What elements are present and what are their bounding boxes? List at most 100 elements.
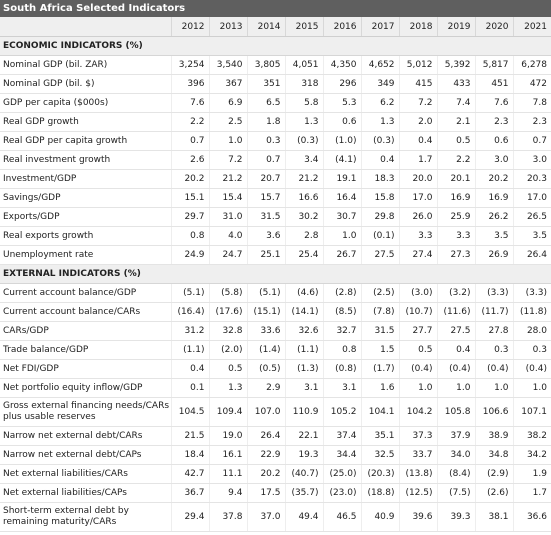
section-header-row: ECONOMIC INDICATORS (%) [0,36,551,56]
table-cell: 32.6 [284,321,323,341]
table-cell: (13.8) [398,464,437,484]
table-cell: 25.9 [436,207,475,227]
table-cell: 0.4 [170,359,209,379]
table-cell: (18.8) [360,483,399,503]
table-cell: (1.7) [360,359,399,379]
table-row: Real investment growth 2.6 7.2 0.7 3.4 (4.1) 0… [0,150,551,170]
table-cell: (7.8) [360,302,399,322]
table-cell: 3,540 [208,55,247,75]
table-cell: 27.8 [474,321,513,341]
row-label: Net external liabilities/CAPs [0,483,171,503]
row-label: Real GDP per capita growth [0,131,171,151]
table-cell: 0.5 [398,340,437,360]
table-cell: (2.5) [360,283,399,303]
table-title: South Africa Selected Indicators [0,0,551,17]
table-cell: 104.2 [398,397,437,427]
table-cell: 33.7 [398,445,437,465]
year-header: 2021 [512,17,551,37]
table-cell: 31.2 [170,321,209,341]
table-cell: 26.4 [246,426,285,446]
table-cell: 30.2 [284,207,323,227]
table-cell: (1.0) [322,131,361,151]
table-row: Short-term external debt by remaining ma… [0,502,551,532]
table-cell: 42.7 [170,464,209,484]
table-cell: 19.3 [284,445,323,465]
table-cell: 2.9 [246,378,285,398]
table-cell: 36.7 [170,483,209,503]
table-cell: 21.2 [284,169,323,189]
table-cell: 106.6 [474,397,513,427]
table-row: Real GDP growth 2.2 2.5 1.8 1.3 0.6 1.3 2.0 2.1 2… [0,112,551,132]
row-label: Nominal GDP (bil. ZAR) [0,55,171,75]
table-cell: 30.7 [322,207,361,227]
table-cell: 15.4 [208,188,247,208]
table-cell: 21.2 [208,169,247,189]
table-cell: 7.2 [208,150,247,170]
table-cell: 3.5 [474,226,513,246]
table-cell: 110.9 [284,397,323,427]
table-cell: 1.0 [398,378,437,398]
table-cell: 4,350 [322,55,361,75]
table-cell: 11.1 [208,464,247,484]
table-cell: 6.2 [360,93,399,113]
table-cell: 37.3 [398,426,437,446]
table-cell: 0.3 [246,131,285,151]
year-header: 2013 [208,17,247,37]
table-cell: 17.0 [512,188,551,208]
table-cell: 20.3 [512,169,551,189]
table-cell: 5.3 [322,93,361,113]
year-header: 2017 [360,17,399,37]
table-cell: 5,392 [436,55,475,75]
header-corner [0,17,171,37]
table-cell: 37.4 [322,426,361,446]
table-cell: 107.1 [512,397,551,427]
table-cell: 20.2 [474,169,513,189]
table-row: Investment/GDP 20.2 21.2 20.7 21.2 19.1 18.3 20… [0,169,551,189]
table-cell: (17.6) [208,302,247,322]
table-cell: 367 [208,74,247,94]
table-cell: 472 [512,74,551,94]
table-cell: 31.5 [246,207,285,227]
row-label: Narrow net external debt/CARs [0,426,171,446]
table-cell: (5.1) [246,283,285,303]
row-label: Nominal GDP (bil. $) [0,74,171,94]
table-cell: 32.8 [208,321,247,341]
table-cell: (20.3) [360,464,399,484]
table-cell: 18.4 [170,445,209,465]
table-row: Real exports growth 0.8 4.0 3.6 2.8 1.0 (0.1) 3… [0,226,551,246]
table-cell: 1.0 [512,378,551,398]
table-cell: (40.7) [284,464,323,484]
year-header: 2014 [246,17,285,37]
table-cell: 26.5 [512,207,551,227]
table-cell: (0.4) [474,359,513,379]
table-cell: 40.9 [360,502,399,532]
table-cell: (15.1) [246,302,285,322]
table-cell: 105.8 [436,397,475,427]
row-label: Exports/GDP [0,207,171,227]
row-label: Real GDP growth [0,112,171,132]
table-cell: 3,254 [170,55,209,75]
table-cell: 1.8 [246,112,285,132]
table-cell: 27.5 [436,321,475,341]
table-cell: 0.6 [322,112,361,132]
year-header: 2018 [398,17,437,37]
table-cell: 26.9 [474,245,513,265]
table-cell: 26.0 [398,207,437,227]
table-cell: 16.9 [474,188,513,208]
table-row: Real GDP per capita growth 0.7 1.0 0.3 (0.3)… [0,131,551,151]
table-cell: 1.0 [208,131,247,151]
year-header: 2015 [284,17,323,37]
table-cell: 36.6 [512,502,551,532]
table-cell: 34.2 [512,445,551,465]
table-cell: (11.6) [436,302,475,322]
table-cell: 15.8 [360,188,399,208]
table-cell: 0.4 [360,150,399,170]
table-cell: 2.8 [284,226,323,246]
table-cell: 1.3 [208,378,247,398]
table-row: Current account balance/GDP (5.1) (5.8) (5.… [0,283,551,303]
table-cell: 46.5 [322,502,361,532]
table-cell: 37.0 [246,502,285,532]
row-label: Net portfolio equity inflow/GDP [0,378,171,398]
table-cell: (0.3) [360,131,399,151]
table-cell: 24.7 [208,245,247,265]
